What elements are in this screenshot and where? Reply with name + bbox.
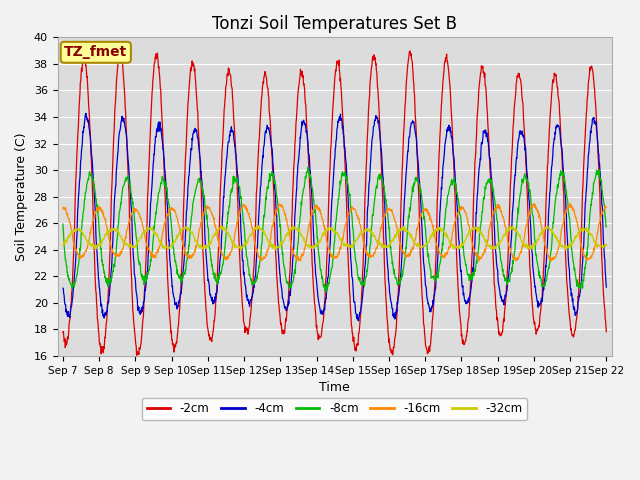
-16cm: [167, 205, 175, 211]
-8cm: [323, 289, 330, 295]
-4cm: [180, 257, 188, 263]
-32cm: [237, 247, 244, 253]
-8cm: [304, 165, 312, 170]
Line: -32cm: -32cm: [63, 225, 606, 250]
Line: -16cm: -16cm: [63, 203, 606, 261]
-8cm: [167, 215, 175, 220]
-16cm: [547, 258, 555, 264]
-32cm: [420, 243, 428, 249]
-2cm: [539, 285, 547, 291]
-4cm: [420, 260, 428, 266]
-2cm: [491, 283, 499, 288]
-32cm: [217, 222, 225, 228]
-32cm: [491, 244, 499, 250]
Line: -4cm: -4cm: [63, 113, 606, 321]
-4cm: [59, 285, 67, 291]
-2cm: [420, 322, 428, 327]
-4cm: [167, 265, 175, 271]
-16cm: [538, 224, 546, 230]
Line: -8cm: -8cm: [63, 168, 606, 292]
-4cm: [241, 282, 249, 288]
-32cm: [539, 229, 547, 235]
-4cm: [602, 284, 610, 290]
-32cm: [59, 242, 67, 248]
-4cm: [539, 295, 547, 300]
-16cm: [566, 200, 574, 206]
-16cm: [490, 209, 498, 215]
-2cm: [406, 48, 414, 54]
-2cm: [241, 330, 249, 336]
-8cm: [420, 212, 428, 217]
Y-axis label: Soil Temperature (C): Soil Temperature (C): [15, 132, 28, 261]
-32cm: [167, 243, 175, 249]
-32cm: [241, 241, 249, 247]
-4cm: [355, 318, 362, 324]
Line: -2cm: -2cm: [63, 51, 606, 356]
-16cm: [241, 202, 248, 208]
-8cm: [539, 283, 547, 288]
-8cm: [602, 224, 610, 229]
-8cm: [491, 197, 499, 203]
-16cm: [419, 208, 427, 214]
-8cm: [180, 270, 188, 276]
-32cm: [602, 242, 610, 248]
-16cm: [180, 245, 188, 251]
-2cm: [59, 330, 67, 336]
-8cm: [241, 228, 248, 234]
-16cm: [602, 204, 610, 210]
Title: Tonzi Soil Temperatures Set B: Tonzi Soil Temperatures Set B: [212, 15, 457, 33]
Text: TZ_fmet: TZ_fmet: [64, 45, 127, 60]
-16cm: [59, 205, 67, 211]
-8cm: [59, 221, 67, 227]
Legend: -2cm, -4cm, -8cm, -16cm, -32cm: -2cm, -4cm, -8cm, -16cm, -32cm: [142, 398, 527, 420]
X-axis label: Time: Time: [319, 381, 350, 394]
-2cm: [602, 329, 610, 335]
-32cm: [180, 226, 188, 232]
-4cm: [82, 110, 90, 116]
-2cm: [132, 353, 140, 359]
-2cm: [180, 189, 188, 194]
-4cm: [491, 229, 499, 235]
-2cm: [167, 330, 175, 336]
